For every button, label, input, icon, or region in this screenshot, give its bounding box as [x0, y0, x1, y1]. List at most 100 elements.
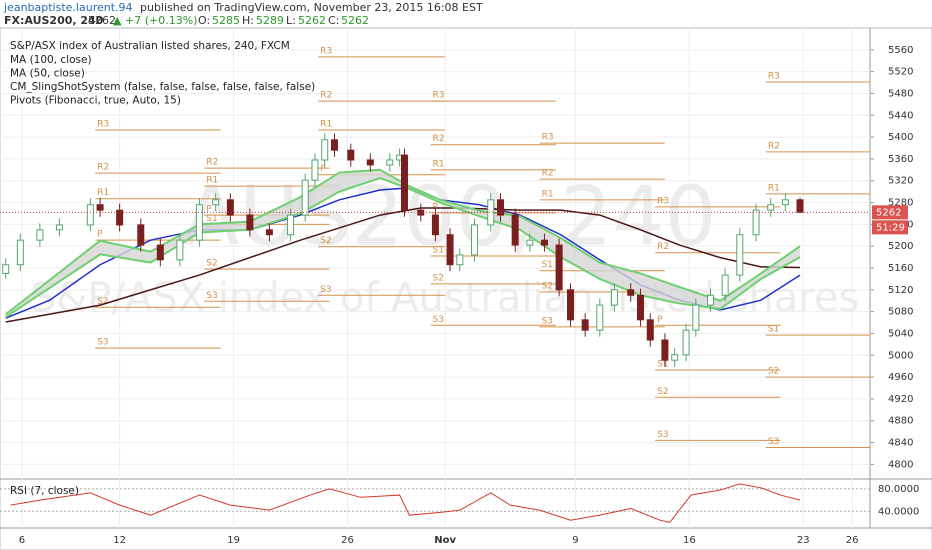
l-label: L:	[286, 14, 296, 27]
rsi-line	[10, 483, 801, 523]
chart-title: S&P/ASX index of Australian listed share…	[10, 40, 290, 52]
candle-body	[627, 289, 635, 296]
y-tick-label: 5360	[888, 154, 913, 165]
y-tick-label: 5120	[888, 285, 913, 296]
y-tick-label: 4840	[888, 438, 913, 449]
candle-body	[567, 289, 575, 321]
pivot-label: S2	[657, 387, 668, 397]
candle-body	[692, 304, 700, 331]
candle-body	[736, 234, 744, 276]
y-tick-label: 5320	[888, 176, 913, 187]
candle-body	[721, 274, 729, 296]
candle-body	[682, 329, 690, 356]
pivot-label: R2	[320, 91, 332, 101]
pivot-label: S3	[542, 316, 553, 326]
pivot-label: R2	[657, 242, 669, 252]
pivot-label: R1	[206, 176, 218, 186]
rsi-tick-label: 40.0000	[878, 506, 919, 517]
y-tick-label: 5560	[888, 45, 913, 56]
x-tick-label: 26	[846, 535, 859, 546]
candle-body	[2, 264, 10, 274]
watermark-description: S&P/ASX index of Australian listed share…	[31, 275, 860, 321]
candle-body	[555, 244, 563, 291]
pivot-label: S2	[433, 273, 444, 283]
pivot-label: S1	[206, 214, 217, 224]
candle-body	[156, 244, 164, 261]
pivot-label: S2	[97, 297, 108, 307]
pivot-label: S1	[433, 246, 444, 256]
pivot-label: R1	[97, 188, 109, 198]
candle-body	[16, 239, 24, 266]
candle-body	[781, 199, 789, 206]
y-tick-label: 5480	[888, 88, 913, 99]
candle-body	[661, 339, 669, 361]
pivot-label: S1	[657, 360, 668, 370]
candle-body	[330, 139, 338, 151]
y-tick-label: 5040	[888, 328, 913, 339]
candle-body	[636, 294, 644, 321]
candle-body	[671, 354, 679, 361]
pivot-label: S3	[768, 437, 779, 447]
candle-body	[137, 224, 145, 246]
candle-body	[311, 159, 319, 181]
pivot-label: P	[320, 164, 326, 174]
y-tick-label: 4920	[888, 394, 913, 405]
x-tick-label: 16	[683, 535, 696, 546]
candle-body	[497, 199, 505, 216]
candle-body	[265, 229, 273, 236]
pivot-label: R3	[320, 46, 332, 56]
candle-body	[226, 199, 234, 216]
legend-entry: CM_SlingShotSystem (false, false, false,…	[10, 81, 315, 93]
last: 5262	[88, 14, 116, 27]
author[interactable]: jeanbaptiste.laurent.94	[3, 1, 133, 14]
candle-body	[581, 319, 589, 331]
pivot-label: S3	[97, 338, 108, 348]
open: 5285	[212, 14, 240, 27]
candle-body	[400, 154, 408, 211]
pivot-label: R1	[320, 120, 332, 130]
series-line	[5, 207, 801, 323]
x-tick-label: Nov	[434, 535, 456, 546]
rsi-title: RSI (7, close)	[10, 485, 79, 497]
candle-body	[36, 229, 44, 241]
candle-body	[752, 209, 760, 236]
pivot-label: S3	[657, 430, 668, 440]
low: 5262	[298, 14, 326, 27]
y-tick-label: 5280	[888, 198, 913, 209]
legend-entry: MA (50, close)	[10, 68, 85, 80]
candle-body	[86, 204, 94, 226]
y-tick-label: 5400	[888, 132, 913, 143]
y-tick-label: 5440	[888, 110, 913, 121]
y-tick-label: 5160	[888, 263, 913, 274]
y-tick-label: 4800	[888, 459, 913, 470]
candle-body	[246, 214, 254, 231]
y-tick-label: 4880	[888, 416, 913, 427]
frame	[0, 27, 932, 550]
candle-body	[287, 214, 295, 236]
pivot-label: R3	[768, 72, 780, 82]
y-tick-label: 5520	[888, 67, 913, 78]
x-tick-label: 23	[797, 535, 810, 546]
candle-body	[706, 294, 714, 306]
pivot-label: S2	[320, 236, 331, 246]
candle-body	[366, 159, 374, 166]
candle-body	[116, 209, 124, 226]
pivot-label: R1	[542, 189, 554, 199]
change: +7 (+0.13%)	[125, 14, 197, 27]
pivot-label: P	[657, 315, 663, 325]
pivot-label: R2	[97, 163, 109, 173]
pivot-label: R2	[433, 134, 445, 144]
candle-body	[526, 239, 534, 246]
close: 5262	[341, 14, 369, 27]
pivot-label: S3	[320, 285, 331, 295]
pivot-label: S1	[542, 260, 553, 270]
pivot-label: R2	[206, 158, 218, 168]
candle-body	[176, 239, 184, 261]
candle-body	[487, 199, 495, 226]
pivot-label: R3	[433, 91, 445, 101]
symbol: FX:AUS200, 240	[4, 14, 104, 27]
candle-body	[195, 204, 203, 241]
pivot-label: R2	[768, 141, 780, 151]
